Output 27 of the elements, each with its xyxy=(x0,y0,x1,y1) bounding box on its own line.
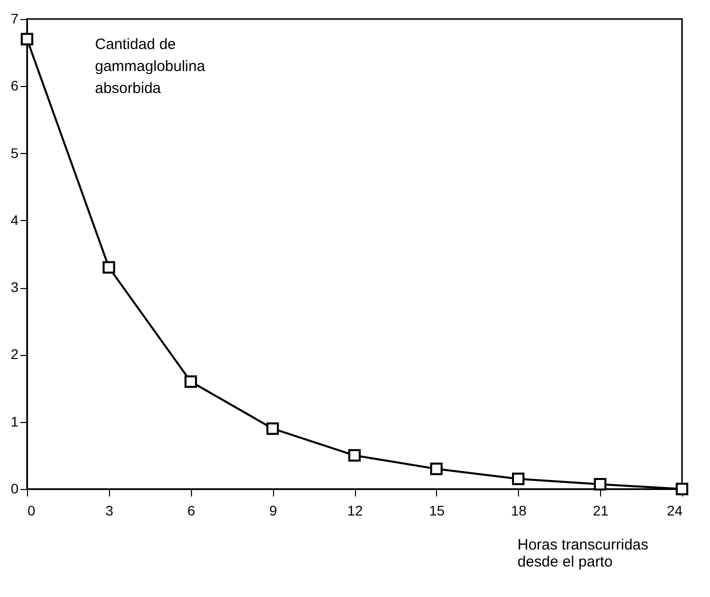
y-tick-label: 4 xyxy=(10,212,19,228)
point xyxy=(20,32,34,46)
x-tick-label: 9 xyxy=(269,502,278,518)
point xyxy=(594,478,606,491)
x-axis-title: Horas transcurridas desde el parto xyxy=(518,536,648,570)
x-tick-label: 6 xyxy=(187,502,196,518)
x-tick-label: 21 xyxy=(592,502,609,518)
point xyxy=(184,375,197,388)
x-tick-label: 15 xyxy=(429,502,445,518)
point xyxy=(266,422,279,435)
x-tick-label: 24 xyxy=(666,502,683,518)
x-tick-label: 12 xyxy=(347,502,363,518)
point xyxy=(348,449,361,462)
y-tick-label: 0 xyxy=(10,480,19,496)
y-tick-label: 1 xyxy=(10,413,19,430)
x-tick-label: 18 xyxy=(510,502,527,518)
y-tick-label: 7 xyxy=(10,10,19,26)
x-tick-label: 3 xyxy=(105,502,114,518)
point xyxy=(512,472,524,486)
x-tick-label: 0 xyxy=(28,502,36,518)
point xyxy=(102,261,116,274)
y-tick-label: 5 xyxy=(10,144,19,161)
y-tick-label: 6 xyxy=(10,78,19,94)
point xyxy=(430,462,443,476)
y-tick-label: 3 xyxy=(10,279,19,296)
y-axis-title: Cantidad de gammaglobulina absorbida xyxy=(95,36,206,97)
y-tick-label: 2 xyxy=(10,346,19,362)
